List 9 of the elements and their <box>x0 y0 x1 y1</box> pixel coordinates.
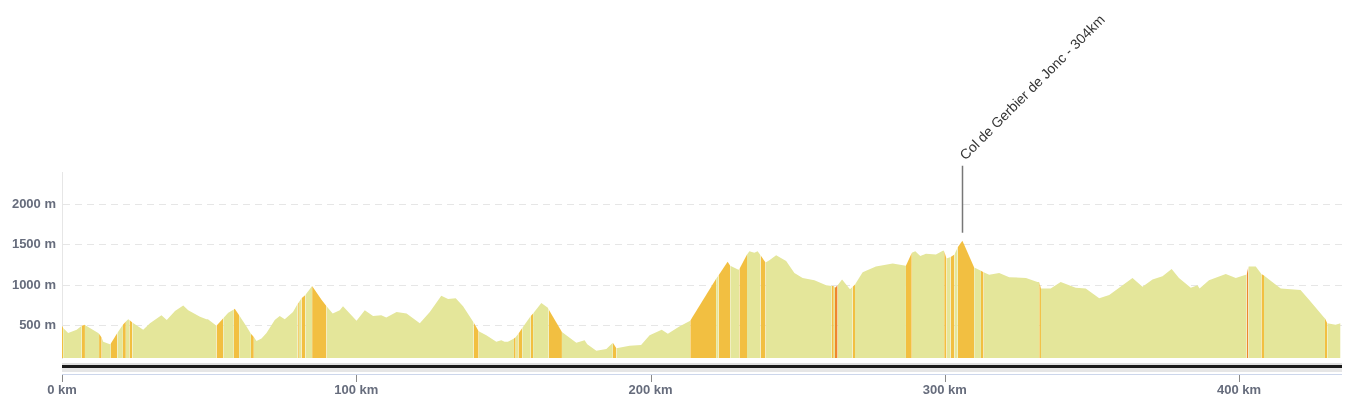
y-tick-label: 1500 m <box>11 236 56 252</box>
x-tick-label: 0 km <box>47 382 77 398</box>
y-tick-label: 500 m <box>19 317 56 333</box>
x-tick-label: 400 km <box>1216 382 1262 398</box>
x-tick-label: 100 km <box>334 382 379 398</box>
x-tick-label: 300 km <box>922 382 967 398</box>
x-tick-label: 200 km <box>628 382 673 398</box>
y-tick-label: 2000 m <box>11 195 56 211</box>
y-tick-label: 1000 m <box>11 276 56 292</box>
